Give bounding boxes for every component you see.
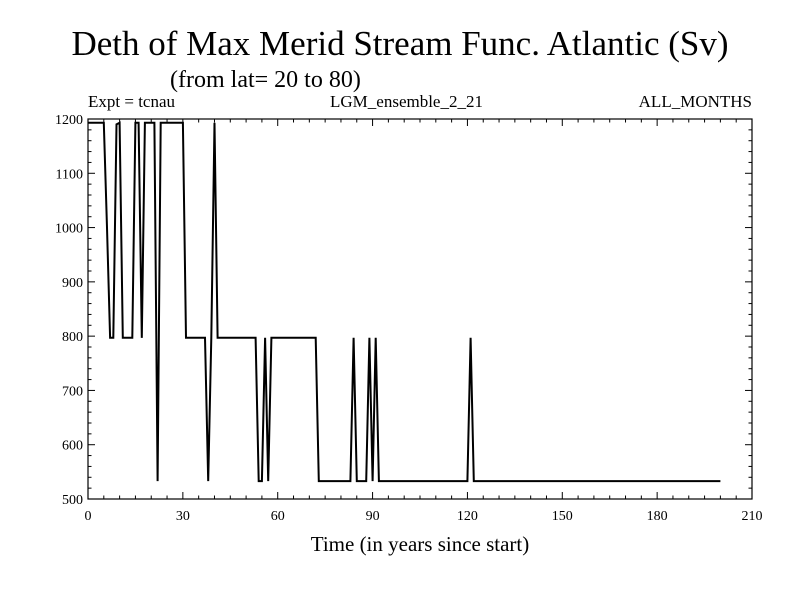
experiment-label: Expt = tcnau: [88, 92, 176, 111]
series-lines: [88, 121, 721, 483]
chart-subtitle: (from lat= 20 to 80): [170, 67, 361, 93]
chart-title: Deth of Max Merid Stream Func. Atlantic …: [71, 24, 729, 63]
plot-frame: [87, 118, 753, 500]
months-label: ALL_MONTHS: [638, 92, 752, 111]
ensemble-label: LGM_ensemble_2_21: [330, 92, 483, 111]
y-tick-label: 1100: [56, 167, 83, 182]
x-tick-label: 0: [85, 509, 92, 524]
y-axis: 500 600 700 800 900 1000 1100 1200: [55, 113, 752, 508]
y-tick-label: 800: [62, 330, 83, 345]
x-tick-label: 60: [271, 509, 285, 524]
y-tick-label: 700: [62, 384, 83, 399]
x-axis: 0 30 60 90 120 150 180 210: [85, 119, 763, 524]
y-tick-label: 500: [62, 493, 83, 508]
x-tick-label: 150: [552, 509, 573, 524]
y-tick-label: 1200: [55, 113, 83, 128]
x-tick-label: 210: [742, 509, 763, 524]
series-line: [88, 121, 721, 483]
x-tick-label: 120: [457, 509, 478, 524]
y-tick-label: 600: [62, 439, 83, 454]
x-axis-label: Time (in years since start): [310, 532, 530, 556]
y-tick-label: 900: [62, 276, 83, 291]
x-tick-label: 180: [647, 509, 668, 524]
x-tick-label: 90: [366, 509, 380, 524]
x-tick-label: 30: [176, 509, 190, 524]
y-tick-label: 1000: [55, 222, 83, 237]
